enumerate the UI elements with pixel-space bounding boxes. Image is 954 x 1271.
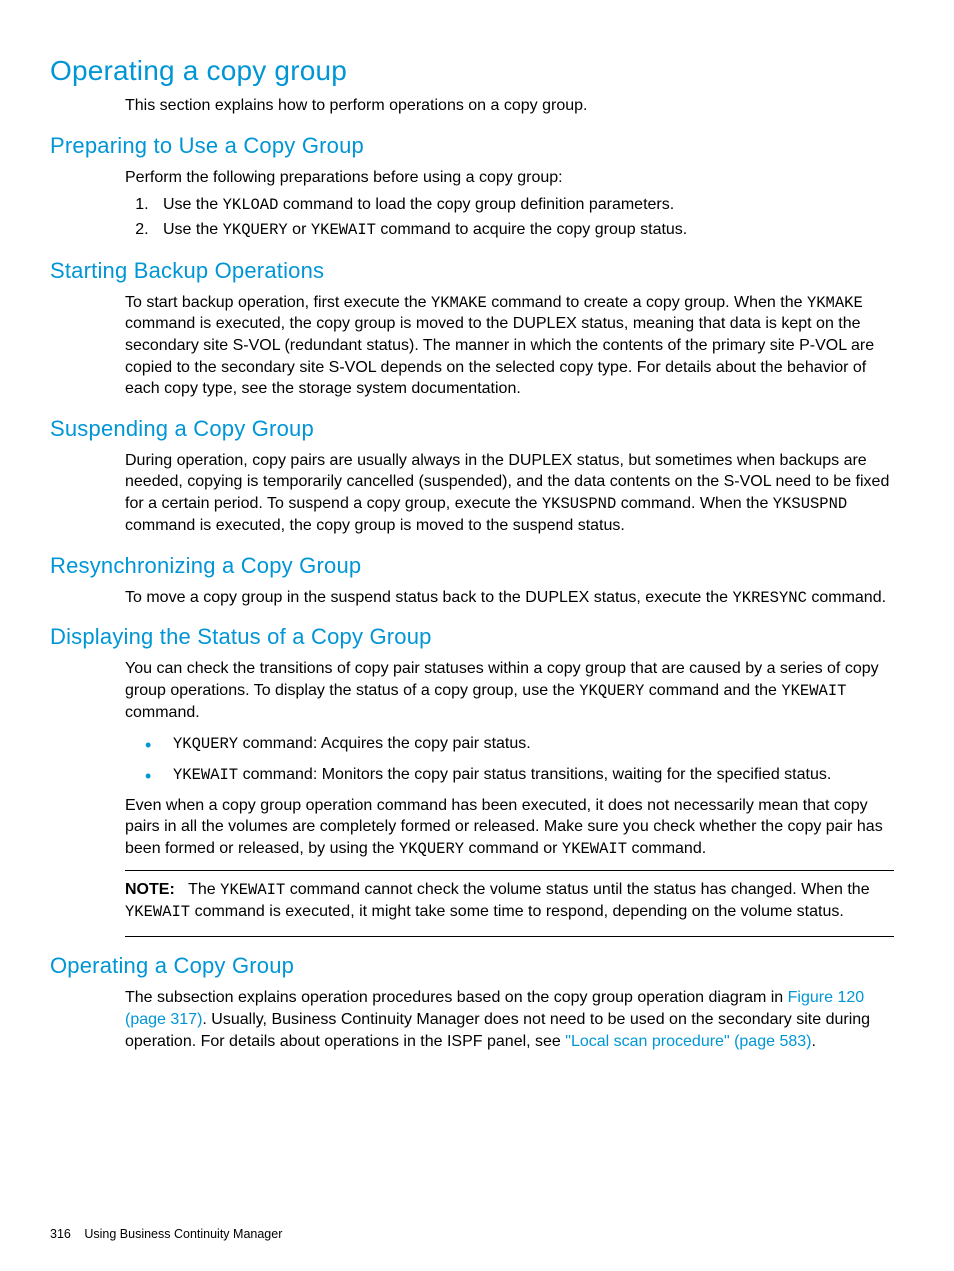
cmd-ykquery: YKQUERY <box>399 840 464 858</box>
t: The <box>188 881 220 898</box>
cmd-ykquery: YKQUERY <box>579 682 644 700</box>
resync-para: To move a copy group in the suspend stat… <box>125 587 894 609</box>
t: The subsection explains operation proced… <box>125 989 788 1006</box>
t: command. <box>125 704 200 721</box>
prep-steps: Use the YKLOAD command to load the copy … <box>153 194 894 241</box>
bullet-ykewait: YKEWAIT command: Monitors the copy pair … <box>145 763 894 786</box>
display-bullets: YKQUERY command: Acquires the copy pair … <box>145 732 894 787</box>
intro-text: This section explains how to perform ope… <box>125 95 894 117</box>
operate-para: The subsection explains operation proced… <box>125 987 894 1052</box>
link-local-scan[interactable]: "Local scan procedure" (page 583) <box>565 1033 811 1050</box>
cmd-ykquery: YKQUERY <box>173 735 238 753</box>
display-p2: Even when a copy group operation command… <box>125 795 894 860</box>
t: command is executed, it might take some … <box>190 903 844 920</box>
section-display: Displaying the Status of a Copy Group <box>50 624 904 650</box>
cmd-ykquery: YKQUERY <box>223 221 288 239</box>
t: command is executed, the copy group is m… <box>125 517 625 534</box>
cmd-ykewait: YKEWAIT <box>781 682 846 700</box>
t: command is executed, the copy group is m… <box>125 315 874 397</box>
page-number: 316 <box>50 1227 71 1241</box>
section-starting: Starting Backup Operations <box>50 258 904 284</box>
suspending-body: During operation, copy pairs are usually… <box>125 450 894 537</box>
t: command. <box>807 589 886 606</box>
document-page: Operating a copy group This section expl… <box>0 0 954 1271</box>
t: Use the <box>163 221 223 238</box>
cmd-ykmake: YKMAKE <box>807 294 863 312</box>
t: command to create a copy group. When the <box>487 294 807 311</box>
page-footer: 316 Using Business Continuity Manager <box>50 1227 282 1241</box>
cmd-ykewait: YKEWAIT <box>220 881 285 899</box>
cmd-yksuspnd: YKSUSPND <box>773 495 847 513</box>
t: command: Acquires the copy pair status. <box>238 735 531 752</box>
running-title: Using Business Continuity Manager <box>84 1227 282 1241</box>
section-preparing: Preparing to Use a Copy Group <box>50 133 904 159</box>
cmd-ykmake: YKMAKE <box>431 294 487 312</box>
t: command: Monitors the copy pair status t… <box>238 766 831 783</box>
cmd-ykload: YKLOAD <box>223 196 279 214</box>
section-suspending: Suspending a Copy Group <box>50 416 904 442</box>
t: Use the <box>163 196 223 213</box>
start-para: To start backup operation, first execute… <box>125 292 894 400</box>
t: To move a copy group in the suspend stat… <box>125 589 732 606</box>
t: command cannot check the volume status u… <box>285 881 869 898</box>
cmd-ykewait: YKEWAIT <box>562 840 627 858</box>
operating-body: The subsection explains operation proced… <box>125 987 894 1052</box>
display-p1: You can check the transitions of copy pa… <box>125 658 894 723</box>
t: command. <box>627 840 706 857</box>
starting-body: To start backup operation, first execute… <box>125 292 894 400</box>
section-operating: Operating a Copy Group <box>50 953 904 979</box>
t: or <box>288 221 311 238</box>
cmd-ykresync: YKRESYNC <box>732 589 806 607</box>
note-label: NOTE: <box>125 881 175 898</box>
note-block: NOTE: The YKEWAIT command cannot check t… <box>125 870 894 938</box>
resync-body: To move a copy group in the suspend stat… <box>125 587 894 609</box>
t: command to acquire the copy group status… <box>376 221 687 238</box>
bullet-ykquery: YKQUERY command: Acquires the copy pair … <box>145 732 894 755</box>
t: command. When the <box>616 495 773 512</box>
t: command or <box>464 840 562 857</box>
t: command to load the copy group definitio… <box>278 196 674 213</box>
t: To start backup operation, first execute… <box>125 294 431 311</box>
cmd-ykewait: YKEWAIT <box>125 903 190 921</box>
intro-block: This section explains how to perform ope… <box>125 95 894 117</box>
preparing-body: Perform the following preparations befor… <box>125 167 894 242</box>
suspend-para: During operation, copy pairs are usually… <box>125 450 894 537</box>
prep-step-2: Use the YKQUERY or YKEWAIT command to ac… <box>153 219 894 242</box>
t: . <box>811 1033 815 1050</box>
note-text: NOTE: The YKEWAIT command cannot check t… <box>125 879 894 923</box>
section-resync: Resynchronizing a Copy Group <box>50 553 904 579</box>
cmd-yksuspnd: YKSUSPND <box>542 495 616 513</box>
t: command and the <box>644 682 781 699</box>
prep-step-1: Use the YKLOAD command to load the copy … <box>153 194 894 217</box>
cmd-ykewait: YKEWAIT <box>173 766 238 784</box>
display-body: You can check the transitions of copy pa… <box>125 658 894 937</box>
page-title-h1: Operating a copy group <box>50 55 904 87</box>
cmd-ykewait: YKEWAIT <box>311 221 376 239</box>
prep-lead: Perform the following preparations befor… <box>125 167 894 189</box>
